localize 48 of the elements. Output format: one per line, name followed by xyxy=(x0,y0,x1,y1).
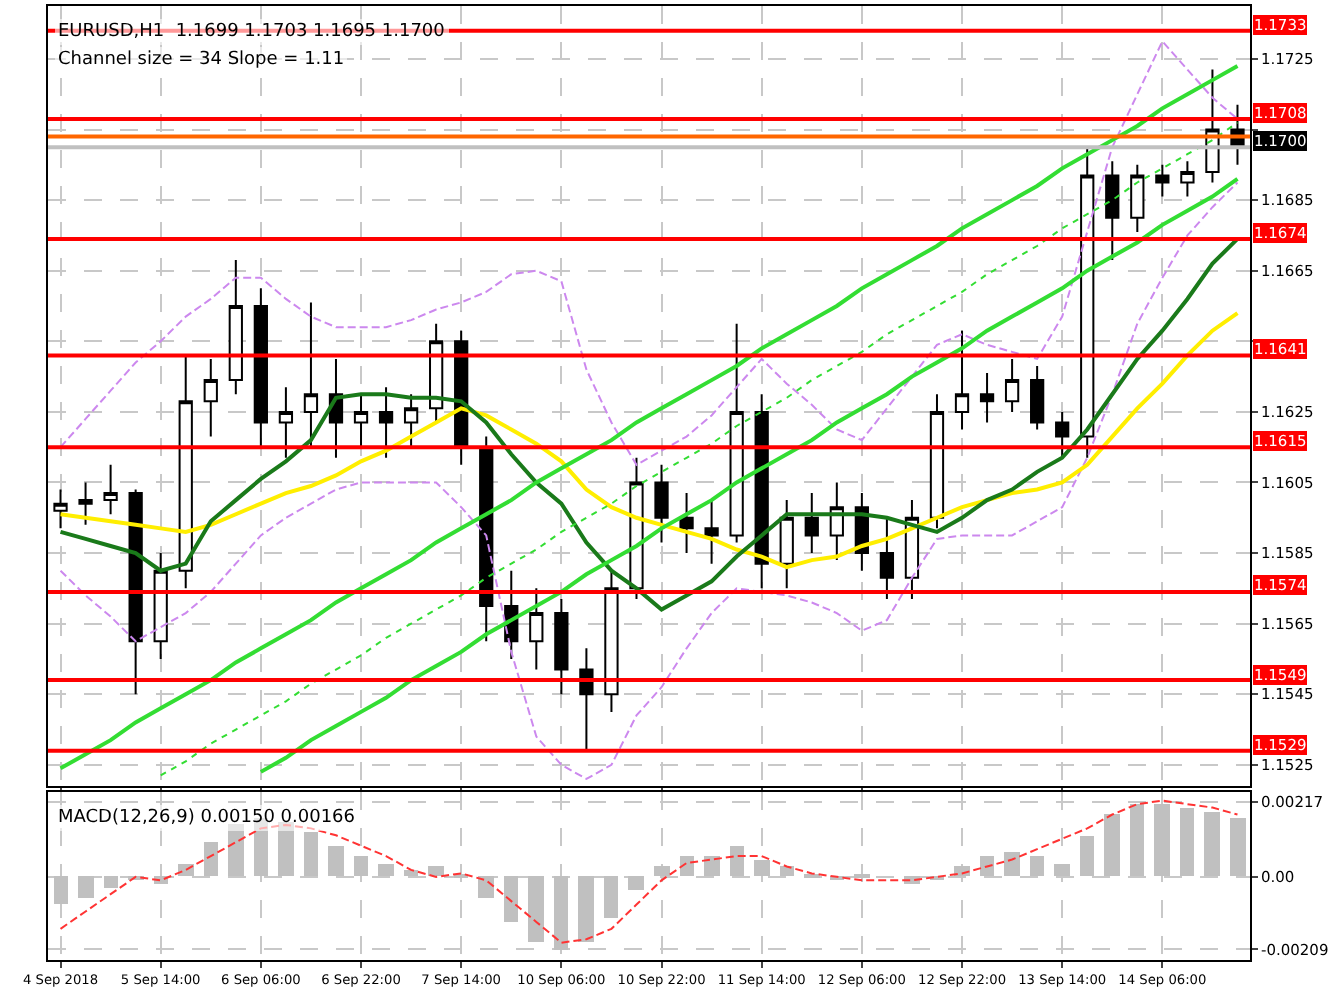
candlestick xyxy=(1004,357,1020,413)
candlestick xyxy=(1030,365,1045,431)
candlestick xyxy=(1055,410,1070,459)
candlestick xyxy=(554,597,569,696)
candlestick xyxy=(954,329,970,431)
text: MACD(12,26,9) 0.00150 0.00166 xyxy=(58,808,356,828)
candlestick xyxy=(1180,160,1195,198)
bar xyxy=(680,856,694,876)
candlestick xyxy=(1105,160,1120,262)
candlestick xyxy=(128,488,143,696)
line-series xyxy=(258,176,1240,774)
candlestick xyxy=(103,463,118,516)
candlestick xyxy=(929,393,945,530)
candlestick xyxy=(378,386,394,459)
candlestick xyxy=(654,463,669,544)
candlestick xyxy=(979,372,995,424)
bar xyxy=(428,866,444,876)
line-series xyxy=(58,236,1240,612)
candlestick xyxy=(228,259,243,396)
line-series xyxy=(159,121,1239,777)
candlestick xyxy=(78,481,93,526)
text: EURUSD,H1 1.1699 1.1703 1.1695 1.1700 xyxy=(58,22,446,42)
line-series xyxy=(58,311,1240,570)
candlestick xyxy=(353,393,369,449)
candlestick xyxy=(729,322,744,544)
candlestick xyxy=(604,569,619,713)
candlestick xyxy=(1130,163,1145,233)
candlestick xyxy=(779,499,794,590)
bar xyxy=(1004,852,1020,876)
candlestick xyxy=(153,552,168,660)
candlestick xyxy=(53,488,68,530)
candlestick xyxy=(303,301,319,449)
candlestick xyxy=(253,287,268,449)
candlestick xyxy=(278,386,294,459)
text: Channel size = 34 Slope = 1.11 xyxy=(58,50,345,70)
candlestick xyxy=(879,516,895,600)
line-series xyxy=(59,40,1239,466)
candlestick xyxy=(679,492,694,555)
candlestick xyxy=(529,587,544,671)
candlestick xyxy=(178,354,193,590)
line-series xyxy=(59,799,1239,944)
line-series xyxy=(58,64,1240,771)
candlestick xyxy=(804,492,819,555)
line-series xyxy=(59,181,1239,780)
candlestick xyxy=(403,393,419,449)
candlestick xyxy=(1155,163,1170,198)
candlestick xyxy=(203,357,218,438)
candlestick xyxy=(704,499,719,565)
